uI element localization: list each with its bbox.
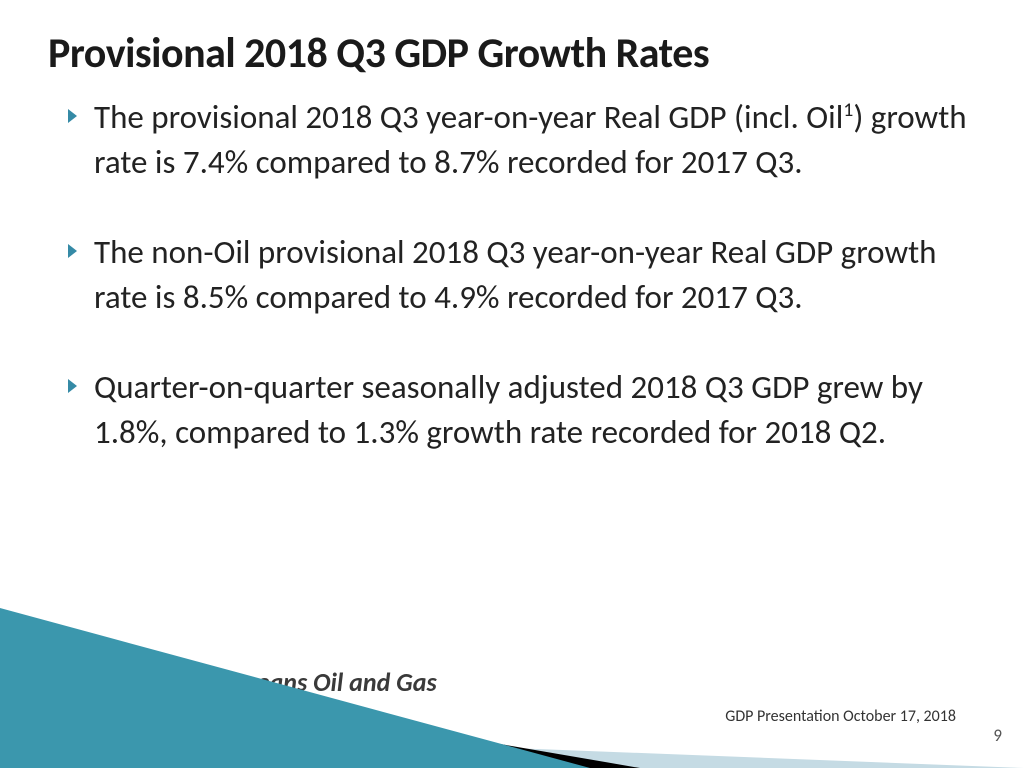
bullet-item: The provisional 2018 Q3 year-on-year Rea… [76, 95, 976, 184]
bullet-text-pre: The provisional 2018 Q3 year-on-year Rea… [94, 97, 843, 137]
slide: Provisional 2018 Q3 GDP Growth Rates The… [0, 0, 1024, 768]
footer-text: GDP Presentation October 17, 2018 [725, 707, 956, 726]
bullet-list: The provisional 2018 Q3 year-on-year Rea… [48, 95, 976, 454]
decoration-triangle-teal [0, 608, 590, 768]
bullet-item: Quarter-on-quarter seasonally adjusted 2… [76, 365, 976, 454]
slide-title: Provisional 2018 Q3 GDP Growth Rates [48, 28, 976, 79]
bullet-item: The non-Oil provisional 2018 Q3 year-on-… [76, 230, 976, 319]
bullet-text-pre: Quarter-on-quarter seasonally adjusted 2… [94, 367, 923, 452]
superscript: 1 [843, 98, 853, 122]
bullet-text-pre: The non-Oil provisional 2018 Q3 year-on-… [94, 232, 937, 317]
